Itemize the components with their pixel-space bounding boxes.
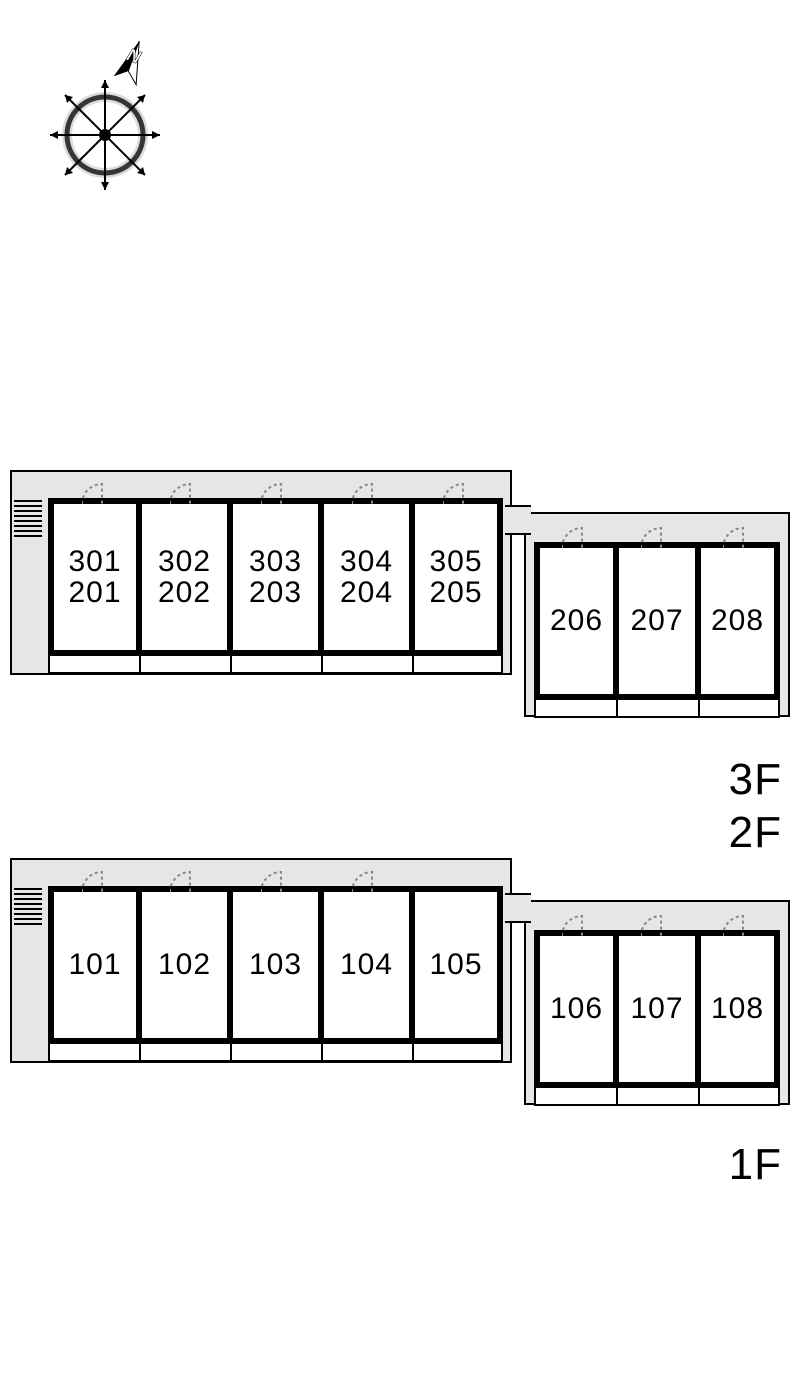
unit-number: 204 bbox=[340, 577, 393, 609]
unit-206: 206 bbox=[534, 542, 616, 700]
unit-207: 207 bbox=[616, 542, 698, 700]
unit-number: 305 bbox=[429, 546, 482, 578]
unit-number: 104 bbox=[340, 949, 393, 981]
lower-left-balcony bbox=[48, 1044, 503, 1062]
floor-label-3f: 3F bbox=[729, 755, 782, 805]
unit-number: 301 bbox=[68, 546, 121, 578]
unit-304-204: 304 204 bbox=[321, 498, 412, 656]
unit-301-201: 301 201 bbox=[48, 498, 139, 656]
unit-106: 106 bbox=[534, 930, 616, 1088]
unit-303-203: 303 203 bbox=[230, 498, 321, 656]
unit-number: 108 bbox=[711, 993, 764, 1025]
floorplan-canvas: N 301 201 302 202 303 203 3 bbox=[0, 0, 800, 1373]
unit-number: 208 bbox=[711, 605, 764, 637]
unit-number: 107 bbox=[630, 993, 683, 1025]
floor-label-1f: 1F bbox=[729, 1140, 782, 1190]
upper-connector bbox=[505, 505, 531, 535]
unit-number: 102 bbox=[158, 949, 211, 981]
unit-number: 304 bbox=[340, 546, 393, 578]
lower-connector bbox=[505, 893, 531, 923]
lower-right-balcony bbox=[534, 1088, 780, 1106]
lower-stairs-icon bbox=[14, 888, 42, 938]
unit-305-205: 305 205 bbox=[412, 498, 503, 656]
unit-302-202: 302 202 bbox=[139, 498, 230, 656]
unit-208: 208 bbox=[698, 542, 780, 700]
unit-number: 103 bbox=[249, 949, 302, 981]
unit-107: 107 bbox=[616, 930, 698, 1088]
unit-number: 101 bbox=[68, 949, 121, 981]
unit-103: 103 bbox=[230, 886, 321, 1044]
lower-right-units: 106 107 108 bbox=[534, 930, 780, 1088]
unit-number: 205 bbox=[429, 577, 482, 609]
unit-102: 102 bbox=[139, 886, 230, 1044]
upper-left-units: 301 201 302 202 303 203 304 204 305 205 bbox=[48, 498, 503, 656]
lower-left-units: 101 102 103 104 105 bbox=[48, 886, 503, 1044]
unit-101: 101 bbox=[48, 886, 139, 1044]
unit-number: 207 bbox=[630, 605, 683, 637]
floor-label-2f: 2F bbox=[729, 808, 782, 858]
unit-number: 302 bbox=[158, 546, 211, 578]
unit-number: 105 bbox=[429, 949, 482, 981]
upper-right-balcony bbox=[534, 700, 780, 718]
unit-number: 303 bbox=[249, 546, 302, 578]
unit-104: 104 bbox=[321, 886, 412, 1044]
unit-number: 206 bbox=[550, 605, 603, 637]
unit-number: 106 bbox=[550, 993, 603, 1025]
unit-number: 201 bbox=[68, 577, 121, 609]
upper-stairs-icon bbox=[14, 500, 42, 550]
compass-icon: N bbox=[40, 30, 170, 210]
unit-number: 202 bbox=[158, 577, 211, 609]
upper-left-balcony bbox=[48, 656, 503, 674]
upper-right-units: 206 207 208 bbox=[534, 542, 780, 700]
unit-number: 203 bbox=[249, 577, 302, 609]
unit-105: 105 bbox=[412, 886, 503, 1044]
unit-108: 108 bbox=[698, 930, 780, 1088]
